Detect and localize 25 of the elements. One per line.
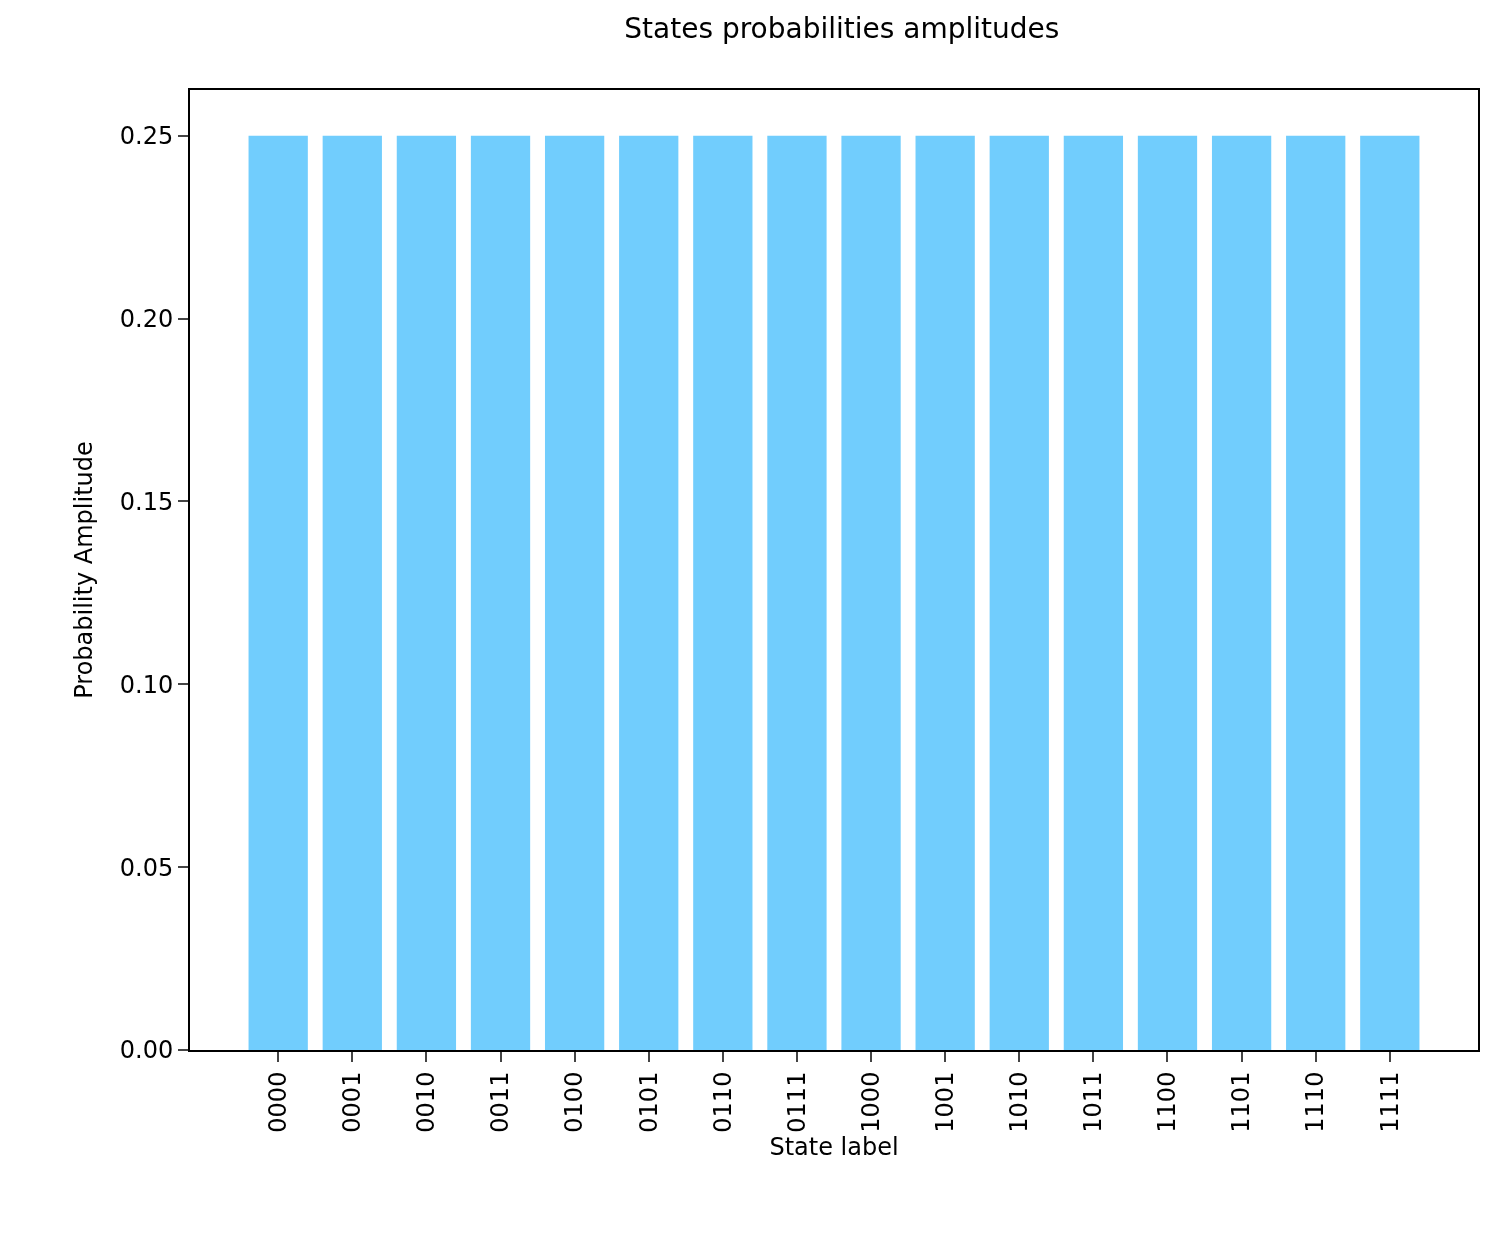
x-tick-label: 1011 <box>1079 1071 1108 1133</box>
y-tick-label: 0.05 <box>119 853 174 882</box>
x-tick-label: 0010 <box>412 1071 441 1133</box>
x-tick-label: 0001 <box>338 1071 367 1133</box>
x-tick-label: 1101 <box>1227 1071 1256 1133</box>
y-tick-label: 0.10 <box>119 670 174 699</box>
x-tick-label: 0110 <box>708 1071 737 1133</box>
x-tick-label: 1111 <box>1375 1071 1404 1133</box>
x-tick-label: 0000 <box>263 1071 292 1133</box>
x-tick-label: 1110 <box>1301 1071 1330 1133</box>
y-tick-label: 0.00 <box>119 1036 174 1065</box>
x-tick-label: 1001 <box>930 1071 959 1133</box>
x-axis-title: State label <box>769 1132 899 1161</box>
y-tick-label: 0.25 <box>119 122 174 151</box>
chart-title: States probabilities amplitudes <box>624 12 1060 46</box>
x-tick-label: 0111 <box>782 1071 811 1133</box>
x-tick-label: 0100 <box>560 1071 589 1133</box>
x-tick-label: 0011 <box>486 1071 515 1133</box>
y-tick-label: 0.20 <box>119 304 174 333</box>
y-tick-label: 0.15 <box>119 487 174 516</box>
x-tick-label: 1000 <box>856 1071 885 1133</box>
x-tick-label: 1010 <box>1005 1071 1034 1133</box>
x-tick-label: 0101 <box>634 1071 663 1133</box>
y-axis-title: Probability Amplitude <box>70 441 99 699</box>
x-tick-label: 1100 <box>1153 1071 1182 1133</box>
